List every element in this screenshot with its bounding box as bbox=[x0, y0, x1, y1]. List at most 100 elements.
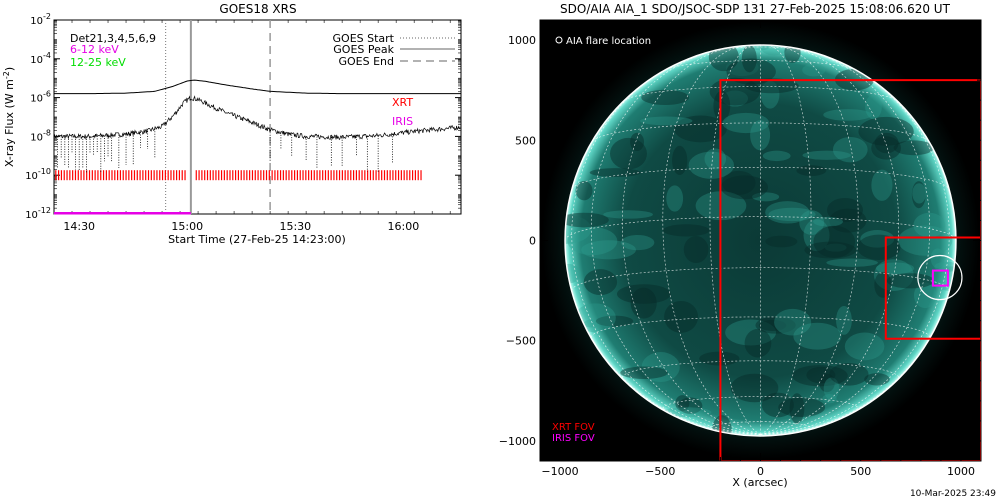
latitude-line bbox=[662, 396, 859, 409]
goes-y-tick-label: 10-10 bbox=[25, 167, 51, 182]
aia-y-tick-label: 1000 bbox=[508, 34, 536, 47]
aia-texture-blob bbox=[819, 373, 835, 393]
aia-texture-blob bbox=[844, 332, 885, 361]
aia-texture-blob bbox=[836, 305, 852, 335]
longitude-line bbox=[760, 64, 950, 435]
goes-y-tick-label: 10-12 bbox=[25, 206, 51, 221]
aia-texture-blob bbox=[630, 132, 645, 151]
goes-x-axis: 14:30 15:00 15:30 16:00 bbox=[53, 20, 451, 233]
aia-texture-blob bbox=[641, 352, 680, 383]
goes-y-tick-label: 10-6 bbox=[30, 90, 51, 105]
aia-texture-blob bbox=[750, 120, 771, 151]
aia-texture-blob bbox=[589, 168, 641, 177]
aia-texture-blob bbox=[688, 151, 735, 179]
aia-texture-blob bbox=[765, 235, 798, 248]
legend-goes-end: GOES End bbox=[338, 55, 394, 68]
aia-texture-blob bbox=[720, 175, 768, 200]
aia-texture-blob bbox=[823, 109, 872, 121]
xrt-fov-small-box bbox=[884, 236, 981, 340]
aia-texture-blob bbox=[722, 112, 770, 134]
aia-texture-blob bbox=[749, 45, 771, 51]
aia-texture-blob bbox=[741, 45, 757, 73]
aia-texture-blob bbox=[722, 90, 749, 107]
footer-timestamp: 10-Mar-2025 23:49 bbox=[910, 489, 996, 499]
aia-texture-blob bbox=[758, 319, 787, 331]
aia-texture-blob bbox=[575, 181, 593, 201]
aia-x-tick-label: 0 bbox=[757, 465, 764, 478]
longitude-line bbox=[571, 64, 761, 435]
longitude-line bbox=[590, 49, 761, 435]
goes-x-tick-label: 16:00 bbox=[388, 220, 420, 233]
aia-texture-blob bbox=[930, 248, 945, 269]
aia-texture-blob bbox=[760, 45, 788, 56]
latitude-line bbox=[571, 167, 950, 190]
flare-legend-label: AIA flare location bbox=[566, 36, 651, 47]
aia-texture-blob bbox=[886, 273, 935, 289]
aia-texture-blob bbox=[796, 165, 827, 176]
aia-texture-blob bbox=[711, 415, 732, 436]
aia-texture-blob bbox=[911, 181, 926, 209]
longitude-line bbox=[760, 45, 812, 435]
latitude-line bbox=[623, 86, 898, 101]
aia-texture-blob bbox=[822, 394, 837, 404]
aia-texture-blob bbox=[858, 116, 914, 146]
aia-texture-blob bbox=[832, 136, 868, 163]
aia-texture-blob bbox=[865, 94, 882, 120]
aia-texture-blob bbox=[789, 393, 805, 424]
aia-texture-blob bbox=[672, 145, 688, 175]
aia-texture-blob bbox=[641, 89, 690, 106]
aia-texture-blob bbox=[664, 300, 699, 333]
aia-y-axis: −1000 −500 0 500 1000 bbox=[499, 19, 981, 462]
aia-texture-blob bbox=[663, 224, 710, 237]
aia-texture-blob bbox=[761, 392, 794, 418]
aia-texture-blob bbox=[744, 78, 799, 94]
goes-y-axis-label: X-ray Flux (W m-2) bbox=[2, 67, 16, 167]
aia-texture-blob bbox=[913, 282, 937, 309]
aia-texture-blob bbox=[567, 227, 618, 256]
goes-xrs-chart: GOES18 XRS 10-12 10-10 10-8 10-6 10-4 10-2 14… bbox=[2, 2, 462, 246]
aia-x-axis-label: X (arcsec) bbox=[732, 476, 787, 489]
longitude-line bbox=[760, 47, 900, 435]
xrt-annotation: XRT bbox=[392, 96, 413, 109]
aia-texture-blob bbox=[871, 169, 893, 201]
aia-texture-blob bbox=[792, 365, 848, 387]
aia-texture-blob bbox=[802, 63, 826, 77]
latitude-line bbox=[591, 122, 930, 142]
aia-texture-blob bbox=[806, 366, 836, 384]
aia-chart-title: SDO/AIA AIA_1 SDO/JSOC-SDP 131 27-Feb-20… bbox=[560, 2, 951, 16]
aia-x-axis: −1000 −500 0 500 1000 bbox=[539, 20, 982, 478]
flare-location-circle bbox=[917, 254, 963, 301]
aia-texture-blob bbox=[765, 201, 810, 224]
aia-texture-blob bbox=[829, 208, 867, 233]
aia-texture-blob bbox=[683, 236, 709, 264]
goes-y-tick-label: 10-4 bbox=[30, 51, 51, 66]
longitude-line bbox=[709, 45, 761, 435]
flare-legend-marker bbox=[555, 36, 563, 44]
aia-y-tick-label: −500 bbox=[506, 335, 536, 348]
aia-texture-blob bbox=[793, 322, 842, 350]
aia-texture-blob bbox=[813, 216, 844, 227]
iris-annotation: IRIS bbox=[392, 115, 413, 128]
goes-y-axis: 10-12 10-10 10-8 10-6 10-4 10-2 bbox=[25, 12, 461, 221]
aia-texture-blob bbox=[620, 366, 668, 379]
goes-event-markers bbox=[165, 20, 271, 214]
aia-texture-blob bbox=[934, 261, 956, 272]
aia-texture-blob bbox=[620, 234, 655, 251]
legend-goes-peak: GOES Peak bbox=[333, 43, 394, 56]
aia-texture-blob bbox=[799, 210, 825, 235]
aia-texture-blob bbox=[829, 363, 869, 386]
aia-texture-blob bbox=[581, 240, 636, 260]
aia-texture-blob bbox=[874, 271, 892, 298]
aia-texture-blob bbox=[610, 137, 647, 170]
aia-texture-blob bbox=[755, 316, 796, 334]
aia-texture-blob bbox=[709, 77, 761, 106]
aia-texture-blob bbox=[803, 219, 830, 252]
iris-fov-box bbox=[931, 269, 949, 287]
xrt-fov-legend: XRT FOV bbox=[552, 422, 595, 433]
aia-texture-blob bbox=[778, 397, 826, 417]
aia-texture-blob bbox=[565, 212, 609, 228]
aia-image-chart: SDO/AIA AIA_1 SDO/JSOC-SDP 131 27-Feb-20… bbox=[499, 2, 982, 489]
aia-texture-blob bbox=[827, 197, 863, 223]
aia-y-tick-label: 0 bbox=[529, 235, 536, 248]
